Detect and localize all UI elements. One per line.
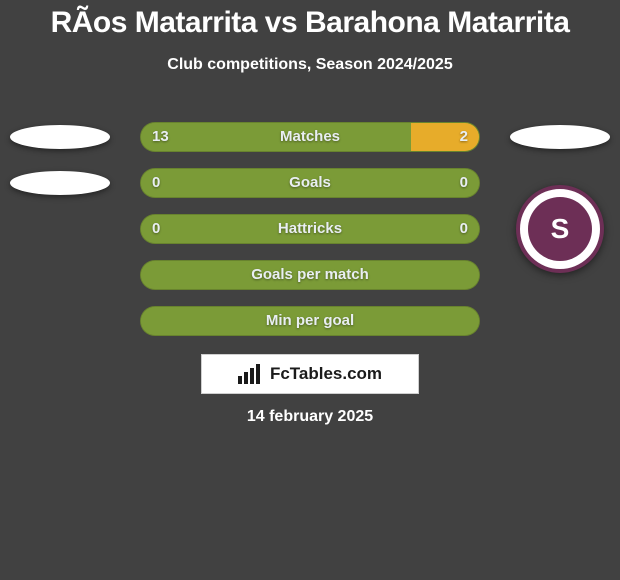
club-crest-icon: S [516, 185, 604, 273]
bar-left [141, 169, 480, 197]
date-label: 14 february 2025 [0, 408, 620, 426]
page-title: RÃ­os Matarrita vs Barahona Matarrita [0, 0, 620, 40]
club-crest-inner: S [528, 197, 592, 261]
bar-track [140, 122, 480, 152]
club-crest-letter: S [551, 213, 570, 245]
badge-ellipse-icon [10, 171, 110, 195]
brand-bars-icon [238, 364, 264, 384]
bar-left [141, 215, 480, 243]
stat-rows: Matches132Goals00Hattricks00Goals per ma… [0, 122, 620, 352]
bar-track [140, 168, 480, 198]
bar-track [140, 214, 480, 244]
player-badge-right: S [508, 185, 612, 273]
subtitle: Club competitions, Season 2024/2025 [0, 56, 620, 74]
stat-row: Min per goal [0, 306, 620, 336]
brand-box[interactable]: FcTables.com [201, 354, 419, 394]
comparison-card: RÃ­os Matarrita vs Barahona Matarrita Cl… [0, 0, 620, 580]
player-badge-left [8, 125, 112, 149]
badge-ellipse-icon [10, 125, 110, 149]
badge-ellipse-icon [510, 125, 610, 149]
bar-left [141, 307, 480, 335]
bar-track [140, 306, 480, 336]
player-badge-right [508, 125, 612, 149]
bar-track [140, 260, 480, 290]
bar-right [411, 123, 479, 151]
bar-left [141, 261, 480, 289]
player-badge-left [8, 171, 112, 195]
brand-text: FcTables.com [270, 364, 382, 384]
bar-left [141, 123, 413, 151]
